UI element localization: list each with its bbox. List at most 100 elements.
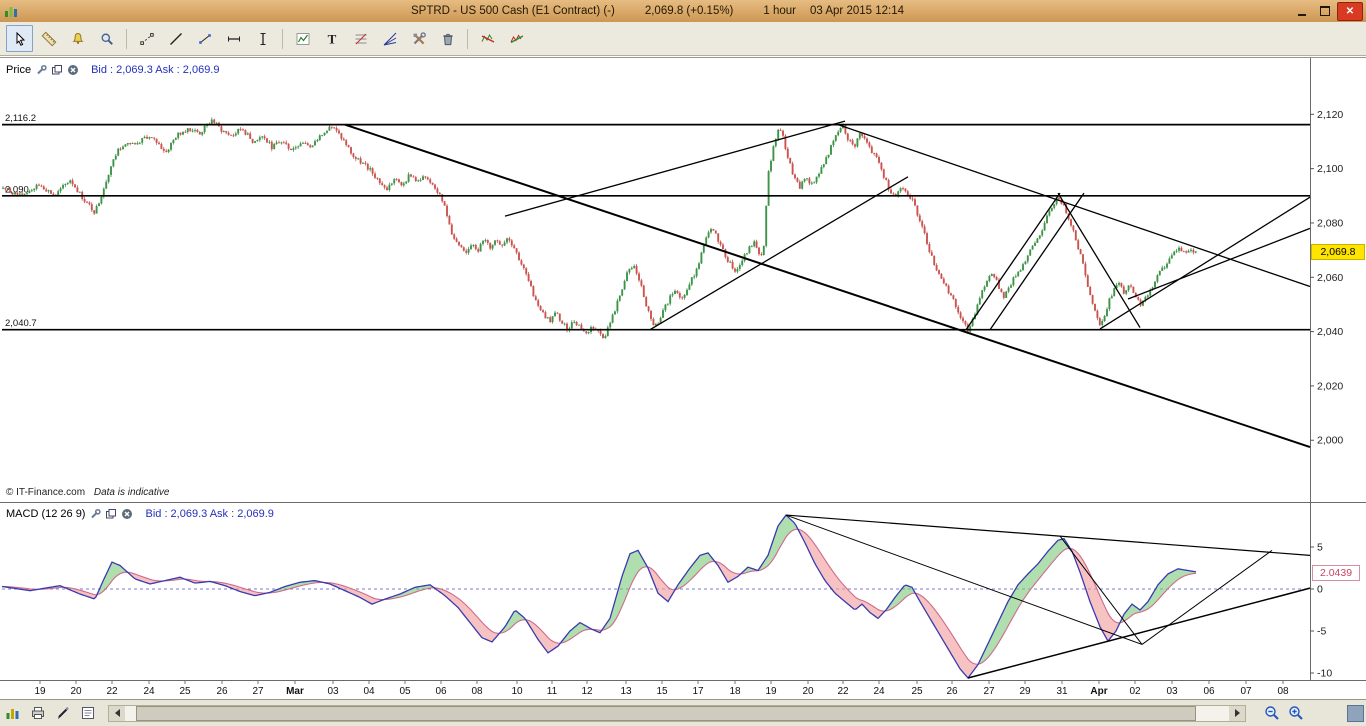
close-button[interactable]: ✕ bbox=[1337, 1, 1363, 21]
notes-button[interactable] bbox=[76, 703, 99, 724]
alarm-tool[interactable] bbox=[64, 25, 91, 52]
time-axis-labels: 19 20 22 24 25 26 27 Mar 03 04 05 06 08 10 11 12 13 15 17 1… bbox=[34, 681, 1289, 697]
zoom-out-button[interactable] bbox=[1261, 703, 1283, 724]
fibonacci-icon bbox=[355, 33, 366, 44]
price-settings-button[interactable] bbox=[35, 64, 47, 76]
svg-text:2,116.2: 2,116.2 bbox=[5, 113, 36, 124]
price-axis-labels: 2,120 2,100 2,080 2,060 2,040 2,020 2,000 bbox=[1310, 109, 1343, 447]
close-circle-icon bbox=[68, 64, 79, 75]
svg-text:2,090: 2,090 bbox=[5, 184, 29, 195]
svg-text:26: 26 bbox=[946, 686, 958, 697]
svg-text:27: 27 bbox=[983, 686, 995, 697]
magnifier-icon bbox=[101, 33, 113, 45]
chart-list-icon bbox=[6, 709, 18, 719]
zoom-tool[interactable] bbox=[93, 25, 120, 52]
svg-text:-5: -5 bbox=[1317, 626, 1326, 638]
vertical-line-icon bbox=[260, 32, 265, 45]
support-resistance-lines[interactable]: 2,116.2 2,090 2,040.7 bbox=[2, 113, 1310, 331]
horizontal-line-tool[interactable] bbox=[220, 25, 247, 52]
bearish-patterns-tool[interactable] bbox=[474, 25, 501, 52]
svg-text:17: 17 bbox=[692, 686, 704, 697]
text-tool[interactable]: T bbox=[318, 25, 345, 52]
watermark: © IT-Finance.com Data is indicative bbox=[6, 487, 169, 498]
scrollbar-thumb[interactable] bbox=[136, 705, 1196, 721]
drawing-toolbar: T bbox=[0, 22, 1366, 56]
pointer-tool[interactable] bbox=[6, 25, 33, 52]
price-panel-title: Price bbox=[6, 63, 32, 76]
svg-text:19: 19 bbox=[34, 686, 46, 697]
svg-text:13: 13 bbox=[620, 686, 632, 697]
restore-icon bbox=[1319, 6, 1330, 16]
print-button[interactable] bbox=[26, 703, 49, 724]
ruler-tool[interactable] bbox=[35, 25, 62, 52]
price-trend-lines[interactable] bbox=[344, 120, 1311, 448]
segment-tool[interactable] bbox=[191, 25, 218, 52]
restore-button[interactable] bbox=[1314, 3, 1335, 20]
notes-icon bbox=[81, 707, 94, 719]
tools-icon bbox=[413, 31, 426, 44]
svg-text:03: 03 bbox=[1166, 686, 1178, 697]
app-chart-icon bbox=[5, 7, 17, 17]
close-circle-icon bbox=[122, 508, 133, 519]
scroll-left-button[interactable] bbox=[109, 705, 125, 721]
resize-grip[interactable] bbox=[1347, 705, 1364, 722]
horizontal-line-icon bbox=[227, 36, 240, 41]
dashed-line-icon bbox=[139, 32, 154, 45]
scroll-right-button[interactable] bbox=[1229, 705, 1245, 721]
pen-icon bbox=[57, 707, 68, 719]
svg-text:Mar: Mar bbox=[286, 686, 304, 697]
minimize-button[interactable] bbox=[1291, 3, 1312, 20]
title-datetime: 03 Apr 2015 12:14 bbox=[810, 5, 904, 17]
sign-button[interactable] bbox=[51, 703, 74, 724]
svg-text:02: 02 bbox=[1129, 686, 1141, 697]
arrow-left-icon bbox=[114, 709, 120, 717]
price-panel-header: Price Bid : 2,069.3 Ask : 2,069.9 bbox=[6, 62, 220, 77]
macd-close-button[interactable] bbox=[121, 508, 133, 520]
vertical-line-tool[interactable] bbox=[249, 25, 276, 52]
drawing-settings-tool[interactable] bbox=[405, 25, 432, 52]
macd-fill bbox=[2, 515, 1196, 678]
indicator-tool[interactable] bbox=[289, 25, 316, 52]
svg-text:18: 18 bbox=[729, 686, 741, 697]
title-symbol: SPTRD - US 500 Cash (E1 Contract) (-) bbox=[410, 5, 615, 17]
pointer-icon bbox=[16, 31, 25, 46]
zoom-in-button[interactable] bbox=[1285, 703, 1307, 724]
price-duplicate-button[interactable] bbox=[51, 64, 63, 76]
svg-text:2,000: 2,000 bbox=[1317, 435, 1343, 447]
svg-text:Apr: Apr bbox=[1090, 686, 1107, 697]
macd-bid-ask: Bid : 2,069.3 Ask : 2,069.9 bbox=[145, 507, 274, 520]
price-close-button[interactable] bbox=[67, 64, 79, 76]
svg-text:27: 27 bbox=[252, 686, 264, 697]
chart-list-button[interactable] bbox=[1, 703, 24, 724]
svg-text:03: 03 bbox=[327, 686, 339, 697]
scrollbar-track[interactable] bbox=[125, 705, 1229, 721]
macd-settings-button[interactable] bbox=[89, 508, 102, 520]
svg-text:24: 24 bbox=[143, 686, 155, 697]
fan-lines-icon bbox=[383, 32, 396, 45]
svg-text:22: 22 bbox=[106, 686, 118, 697]
macd-panel-header: MACD (12 26 9) Bid : 2,069.3 Ask : 2,069… bbox=[6, 506, 274, 521]
delete-drawing-tool[interactable] bbox=[434, 25, 461, 52]
close-icon: ✕ bbox=[1345, 5, 1355, 17]
trend-line-tool[interactable] bbox=[162, 25, 189, 52]
dashed-trend-line-tool[interactable] bbox=[133, 25, 160, 52]
svg-text:11: 11 bbox=[547, 686, 558, 697]
macd-duplicate-button[interactable] bbox=[105, 508, 117, 520]
svg-text:25: 25 bbox=[179, 686, 191, 697]
svg-text:10: 10 bbox=[511, 686, 523, 697]
title-bar: SPTRD - US 500 Cash (E1 Contract) (-) 2,… bbox=[0, 0, 1366, 22]
segment-icon bbox=[198, 33, 211, 44]
svg-text:19: 19 bbox=[765, 686, 777, 697]
fan-lines-tool[interactable] bbox=[376, 25, 403, 52]
macd-trend-lines[interactable] bbox=[785, 514, 1311, 679]
bullish-patterns-tool[interactable] bbox=[503, 25, 530, 52]
svg-text:07: 07 bbox=[1240, 686, 1252, 697]
fibonacci-tool[interactable] bbox=[347, 25, 374, 52]
horizontal-scrollbar[interactable] bbox=[108, 704, 1246, 722]
wrench-icon bbox=[37, 64, 47, 74]
svg-text:20: 20 bbox=[802, 686, 814, 697]
svg-text:25: 25 bbox=[911, 686, 923, 697]
svg-text:26: 26 bbox=[216, 686, 228, 697]
